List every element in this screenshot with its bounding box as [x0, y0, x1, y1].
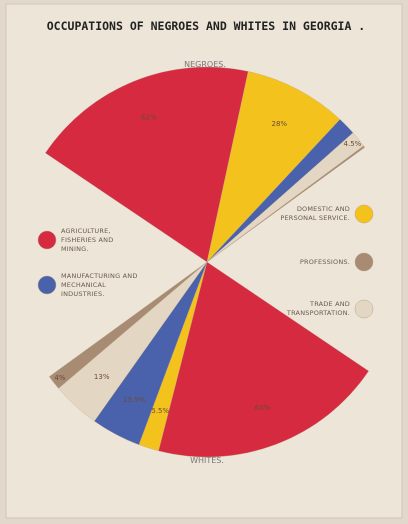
legend-label: MANUFACTURING AND MECHANICAL INDUSTRIES. — [61, 271, 138, 298]
legend-swatch — [354, 299, 374, 319]
series-label: WHITES. — [190, 456, 224, 465]
legend-swatch — [37, 275, 57, 295]
legend-label: PROFESSIONS. — [299, 257, 350, 266]
value-label: 28% — [271, 120, 287, 128]
legend-swatch — [354, 252, 374, 272]
legend-label: TRADE AND TRANSPORTATION. — [286, 300, 350, 317]
value-label: 13.5% — [123, 396, 146, 404]
pie-slice — [45, 66, 249, 263]
pie-slice — [158, 261, 369, 458]
legend-swatch — [37, 230, 57, 250]
pie-slice — [206, 71, 341, 263]
series-label: NEGROES. — [184, 60, 226, 69]
legend-label: DOMESTIC AND PERSONAL SERVICE. — [280, 205, 350, 222]
chart-title: OCCUPATIONS OF NEGROES AND WHITES IN GEO… — [47, 19, 366, 33]
value-label: 62% — [141, 113, 157, 121]
value-label: 4% — [54, 374, 65, 382]
legend-label: AGRICULTURE, FISHERIES AND MINING. — [61, 226, 114, 253]
value-label: 5.5% — [151, 407, 169, 415]
value-label: 4.5% — [344, 140, 362, 148]
value-label: 13% — [94, 373, 110, 381]
pie-slice — [49, 261, 208, 389]
legend-swatch — [354, 204, 374, 224]
pie-slice — [206, 145, 365, 263]
value-label: 64% — [255, 404, 271, 412]
